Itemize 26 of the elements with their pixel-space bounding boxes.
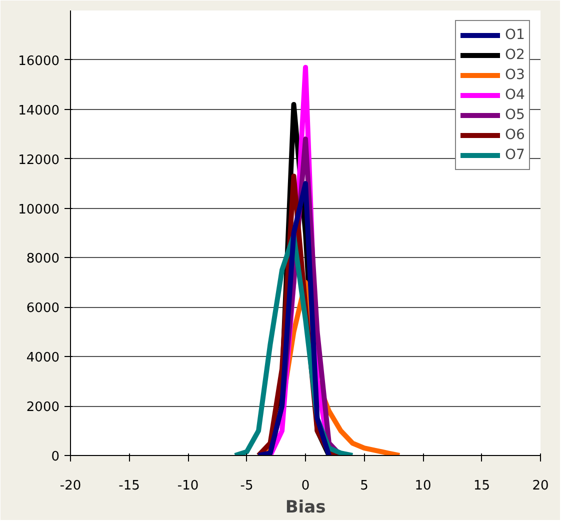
x-tick-label: 10 xyxy=(414,478,432,494)
legend-label: O5 xyxy=(505,107,525,123)
legend-label: O1 xyxy=(505,27,525,43)
y-tick-label: 8000 xyxy=(26,252,60,267)
x-tick-label: -10 xyxy=(177,478,199,494)
y-tick-label: 4000 xyxy=(26,350,60,366)
x-tick-label: 15 xyxy=(473,478,490,494)
x-axis-title: Bias xyxy=(285,498,326,518)
legend-label: O7 xyxy=(505,147,525,163)
y-tick-label: 2000 xyxy=(26,400,60,416)
x-tick-label: 0 xyxy=(301,478,310,494)
x-tick-label: -5 xyxy=(240,478,254,494)
legend-label: O6 xyxy=(505,127,525,143)
y-tick-label: 12000 xyxy=(18,152,60,168)
x-tick-label: -20 xyxy=(60,478,82,494)
y-tick-label: 10000 xyxy=(18,202,60,218)
x-tick-label: 20 xyxy=(532,478,549,494)
x-tick-label: 5 xyxy=(360,478,368,494)
legend-label: O2 xyxy=(505,47,525,63)
y-tick-label: 0 xyxy=(51,450,60,464)
x-tick-label: -15 xyxy=(118,478,140,494)
legend-label: O3 xyxy=(505,67,525,83)
y-tick-label: 16000 xyxy=(18,54,60,69)
y-tick-label: 6000 xyxy=(26,301,60,316)
y-tick-label: 14000 xyxy=(18,103,60,118)
legend-label: O4 xyxy=(505,87,525,103)
